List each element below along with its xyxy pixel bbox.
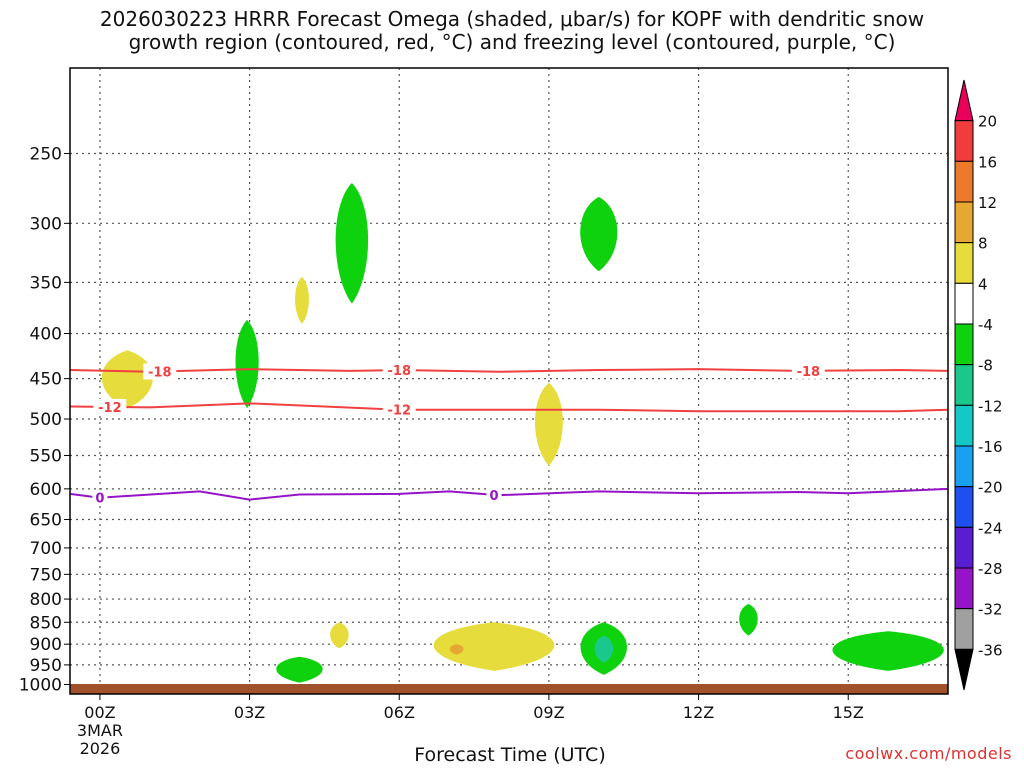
surface-terrain-band <box>70 684 948 694</box>
y-tick-label: 600 <box>30 480 62 500</box>
colorbar-swatch <box>954 526 974 569</box>
dendritic-upper-label-bg <box>143 363 177 380</box>
y-tick-label: 750 <box>30 565 62 585</box>
colorbar-label: 20 <box>978 113 997 131</box>
colorbar-label: 16 <box>978 153 997 171</box>
plot-area <box>70 68 948 694</box>
y-tick-label: 700 <box>30 539 62 559</box>
colorbar-swatch <box>954 120 974 162</box>
x-tick-label: 15Z <box>833 703 864 722</box>
y-tick-label: 450 <box>30 370 62 390</box>
omega-green-850 <box>739 603 758 636</box>
credit-text: coolwx.com/models <box>845 744 1012 763</box>
dendritic-lower-line <box>69 402 949 413</box>
omega-yellow-365 <box>295 276 309 324</box>
colorbar-label: -28 <box>978 560 1003 578</box>
colorbar-label: 12 <box>978 194 997 212</box>
omega-green-310 <box>580 196 618 272</box>
colorbar-bottom-arrow <box>954 648 974 691</box>
colorbar-label: -12 <box>978 397 1003 415</box>
freezing-level-label-bg <box>486 486 502 503</box>
omega-orange-910 <box>449 644 464 655</box>
dendritic-upper-label-bg <box>382 362 416 379</box>
colorbar-label: -32 <box>978 601 1003 619</box>
dendritic-lower-label-bg <box>93 398 127 415</box>
colorbar-label: 8 <box>978 235 988 253</box>
y-tick-label: 400 <box>30 325 62 345</box>
omega-yellow-880 <box>330 622 349 649</box>
colorbar-swatch <box>954 201 974 244</box>
freezing-level-line <box>69 487 949 501</box>
x-tick-label: 12Z <box>683 703 714 722</box>
dendritic-upper-label-bg <box>791 362 825 379</box>
dendritic-lower-label-bg <box>382 401 416 418</box>
y-tick-label: 850 <box>30 613 62 633</box>
colorbar-label: -24 <box>978 519 1003 537</box>
colorbar-swatch <box>954 404 974 447</box>
y-tick-label: 300 <box>30 214 62 234</box>
y-tick-label: 950 <box>30 656 62 676</box>
omega-green-425 <box>235 319 259 409</box>
colorbar-label: -8 <box>978 357 993 375</box>
colorbar-label: -16 <box>978 438 1003 456</box>
x-tick-label: 00Z <box>84 703 115 722</box>
omega-green-320 <box>335 182 369 304</box>
colorbar-swatch <box>954 445 974 488</box>
omega-teal-905 <box>594 635 614 663</box>
dendritic-upper-line <box>69 368 949 373</box>
x-tick-label: 06Z <box>384 703 415 722</box>
colorbar-swatch <box>954 608 974 650</box>
x-axis-title: Forecast Time (UTC) <box>414 744 606 766</box>
omega-green-960 <box>276 656 323 683</box>
omega-yellow-510 <box>534 382 563 466</box>
y-tick-label: 500 <box>30 410 62 430</box>
y-tick-label: 350 <box>30 273 62 293</box>
colorbar-label: -36 <box>978 641 1003 659</box>
colorbar-swatch <box>954 242 974 284</box>
colorbar-label: 4 <box>978 275 988 293</box>
y-tick-label: 550 <box>30 447 62 467</box>
freezing-level-label: 0 <box>490 489 499 504</box>
plot-frame <box>69 67 949 695</box>
colorbar-label: -4 <box>978 316 993 334</box>
dendritic-lower-label: -12 <box>98 401 122 416</box>
colorbar-swatch <box>954 486 974 528</box>
freezing-level-label-bg <box>92 489 108 506</box>
chart-title: 2026030223 HRRR Forecast Omega (shaded, … <box>99 7 925 54</box>
dendritic-lower-label: -12 <box>388 404 412 419</box>
dendritic-upper-label: -18 <box>797 365 821 380</box>
omega-yellow-900 <box>433 622 555 671</box>
omega-yellow-450 <box>101 350 153 409</box>
y-tick-label: 800 <box>30 590 62 610</box>
colorbar-swatch <box>954 160 974 203</box>
colorbar-label: -20 <box>978 479 1003 497</box>
colorbar-top-arrow <box>954 79 974 122</box>
x-tick-sublabel-year: 2026 <box>80 739 121 758</box>
x-tick-sublabel-date: 3MAR <box>77 721 123 740</box>
colorbar-swatch <box>954 323 974 366</box>
y-tick-label: 650 <box>30 511 62 531</box>
omega-green-930 <box>832 631 944 671</box>
dendritic-upper-label: -18 <box>388 364 412 379</box>
colorbar-swatch <box>954 567 974 610</box>
colorbar-swatch <box>954 282 974 325</box>
x-tick-label: 09Z <box>533 703 564 722</box>
dendritic-upper-label: -18 <box>148 366 172 381</box>
y-tick-label: 1000 <box>19 676 62 696</box>
colorbar-swatch <box>954 364 974 406</box>
y-tick-label: 900 <box>30 635 62 655</box>
x-tick-label: 03Z <box>234 703 265 722</box>
freezing-level-label: 0 <box>95 492 104 507</box>
y-tick-label: 250 <box>30 144 62 164</box>
